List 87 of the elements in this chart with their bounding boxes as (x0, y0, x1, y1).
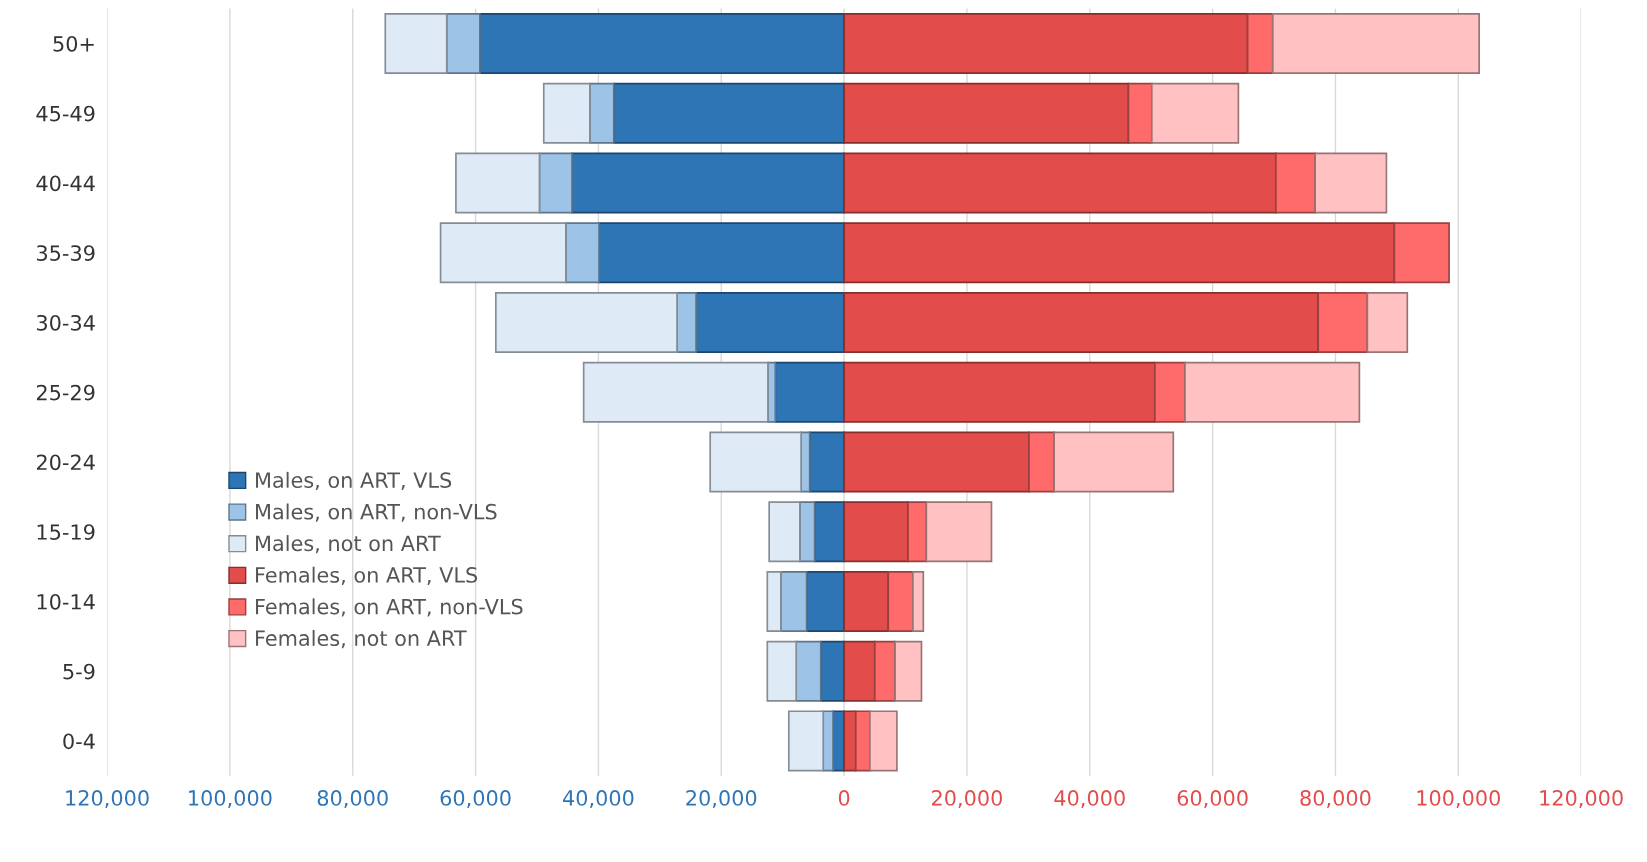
bar (907, 501, 928, 563)
x-tick-label: 60,000 (440, 790, 511, 808)
x-tick-label: 80,000 (317, 790, 388, 808)
y-tick-label: 35-39 (37, 245, 95, 261)
bar (1317, 291, 1369, 353)
bar (1366, 291, 1409, 353)
bar (455, 152, 541, 214)
legend-label: Males, on ART, VLS (256, 471, 452, 491)
x-tick-label: 100,000 (1417, 790, 1500, 808)
bar (894, 640, 923, 702)
bar (873, 640, 896, 702)
bar (1154, 361, 1186, 423)
bar (384, 13, 448, 74)
x-tick-label: 40,000 (562, 790, 634, 808)
y-tick-label: 30-34 (37, 314, 95, 331)
bar (1028, 431, 1055, 493)
bar (813, 501, 845, 563)
bar (843, 13, 1249, 74)
bar (612, 82, 845, 144)
bar (709, 431, 802, 493)
x-tick-label: 100,000 (189, 790, 272, 808)
legend-label: Males, not on ART (256, 535, 441, 554)
bar (479, 13, 845, 74)
x-tick-label: 20,000 (686, 790, 757, 808)
bar (1393, 222, 1450, 284)
y-tick-label: 5-9 (63, 663, 95, 680)
bar (843, 152, 1277, 214)
bar (843, 431, 1030, 493)
bar (766, 640, 798, 702)
bar (588, 82, 615, 144)
legend-label: Females, on ART, non-VLS (256, 598, 523, 617)
x-tick-label: 40,000 (1054, 790, 1125, 808)
bar (925, 501, 993, 563)
bar (439, 222, 567, 284)
bar (445, 13, 481, 74)
x-tick-label: 0 (838, 790, 850, 806)
x-tick-label: 120,000 (66, 790, 149, 808)
y-tick-label: 20-24 (36, 454, 95, 471)
bar (1053, 431, 1175, 493)
bar (538, 152, 573, 214)
y-tick-label: 40-44 (36, 175, 95, 192)
y-tick-label: 45-49 (36, 105, 95, 122)
bar (1271, 13, 1480, 74)
bar (843, 640, 876, 702)
legend-label: Males, on ART, non-VLS (256, 503, 497, 522)
bar (787, 710, 825, 772)
bar (843, 291, 1320, 353)
bar (912, 570, 925, 632)
bar (766, 570, 782, 632)
bar (571, 152, 845, 214)
bar (843, 361, 1156, 423)
x-tick-label: 60,000 (1177, 790, 1248, 808)
bar (843, 222, 1396, 284)
bar (565, 222, 600, 284)
bar (582, 361, 769, 423)
bar (805, 570, 845, 632)
y-tick-label: 15-19 (37, 524, 95, 540)
y-tick-label: 10-14 (37, 593, 95, 610)
legend-label: Females, not on ART (256, 629, 467, 649)
bar (598, 222, 845, 284)
bar (843, 501, 909, 563)
legend-label: Females, on ART, VLS (256, 566, 478, 585)
bar (795, 640, 822, 702)
x-tick-label: 80,000 (1300, 790, 1371, 808)
bar (779, 570, 808, 632)
bar (887, 570, 914, 632)
bar (542, 82, 591, 144)
bar (774, 361, 845, 423)
bar (1184, 361, 1361, 423)
bar (843, 82, 1130, 144)
bar (676, 291, 697, 353)
bar (1127, 82, 1153, 144)
bar (1275, 152, 1317, 214)
y-tick-label: 0-4 (63, 733, 95, 750)
bar (695, 291, 845, 353)
bar (768, 501, 801, 563)
bar (1150, 82, 1240, 144)
x-tick-label: 20,000 (932, 790, 1002, 808)
bar (1314, 152, 1388, 214)
bar (495, 291, 678, 353)
y-tick-label: 25-29 (36, 384, 95, 401)
bar (869, 710, 898, 772)
bar (843, 710, 857, 772)
bar (1246, 13, 1274, 74)
bar (843, 570, 890, 632)
x-tick-label: 120,000 (1540, 790, 1623, 808)
y-tick-label: 50+ (53, 35, 94, 52)
